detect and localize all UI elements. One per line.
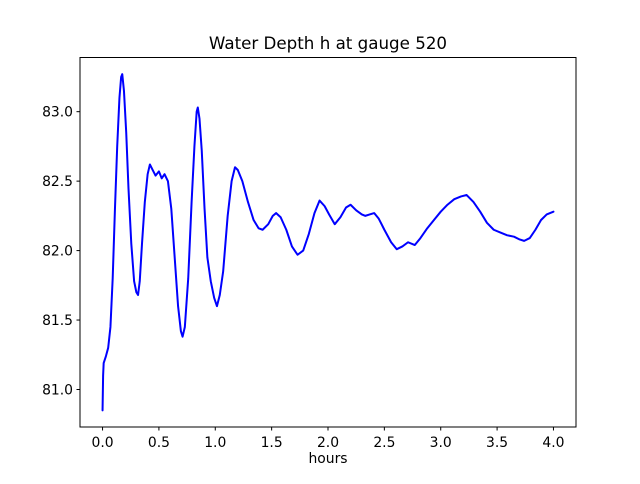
x-tick-label: 1.5	[261, 435, 283, 451]
chart-title: Water Depth h at gauge 520	[209, 33, 447, 53]
x-tick-label: 2.5	[373, 435, 395, 451]
water-depth-line	[101, 73, 555, 412]
x-axis-ticks	[102, 427, 554, 431]
x-tick-label: 2.0	[317, 435, 339, 451]
y-tick-label: 82.0	[42, 243, 73, 259]
x-tick-label: 0.0	[91, 435, 113, 451]
x-tick-label: 3.0	[430, 435, 452, 451]
y-tick-label: 82.5	[42, 174, 73, 190]
axes-frame	[79, 57, 577, 428]
y-tick-label: 81.0	[42, 382, 73, 398]
x-tick-label: 4.0	[542, 435, 564, 451]
y-tick-label: 83.0	[42, 104, 73, 120]
x-tick-label: 3.5	[486, 435, 508, 451]
x-tick-label: 0.5	[148, 435, 170, 451]
y-axis-ticks	[76, 111, 80, 390]
y-axis-tick-labels: 81.0 81.5 82.0 82.5 83.0	[42, 104, 73, 398]
x-tick-label: 1.0	[204, 435, 226, 451]
x-axis-label: hours	[308, 451, 347, 467]
x-axis-tick-labels: 0.0 0.5 1.0 1.5 2.0 2.5 3.0 3.5 4.0	[91, 435, 564, 451]
y-tick-label: 81.5	[42, 313, 73, 329]
